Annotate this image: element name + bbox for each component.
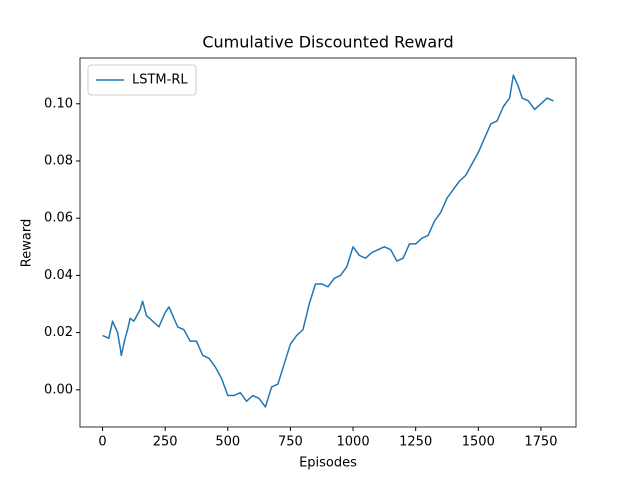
x-tick-label: 1500 (462, 435, 495, 450)
legend-label: LSTM-RL (132, 73, 188, 88)
x-tick-label: 1250 (399, 435, 432, 450)
legend-box (87, 64, 197, 96)
x-tick-label: 1000 (337, 435, 370, 450)
x-tick-label: 500 (215, 435, 240, 450)
y-tick-label: 0.04 (44, 268, 73, 283)
y-tick-label: 0.06 (44, 211, 73, 226)
x-tick-label: 250 (153, 435, 178, 450)
x-tick-label: 0 (98, 435, 106, 450)
y-tick-label: 0.08 (44, 153, 73, 168)
line-series (102, 74, 554, 408)
chart-title: Cumulative Discounted Reward (202, 33, 453, 52)
y-axis-label: Reward (20, 219, 35, 267)
x-tick-label: 1750 (524, 435, 557, 450)
y-tick-label: 0.10 (44, 96, 73, 111)
y-tick-label: 0.02 (44, 325, 73, 340)
plot-frame (79, 57, 577, 428)
x-axis-label: Episodes (299, 456, 357, 471)
y-tick-label: 0.00 (44, 382, 73, 397)
x-tick-label: 750 (278, 435, 303, 450)
